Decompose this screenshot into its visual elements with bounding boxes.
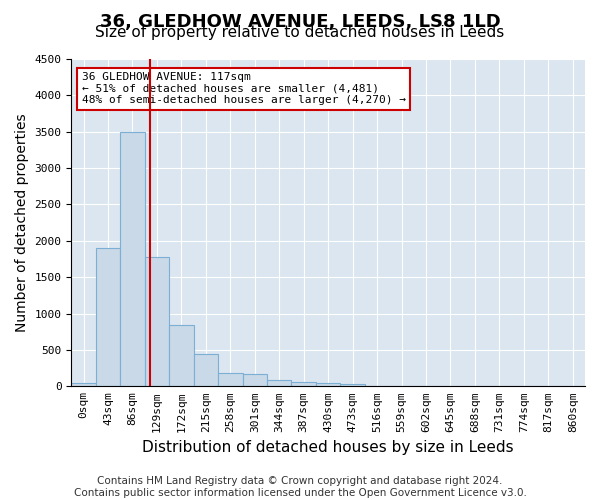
Bar <box>316 384 340 386</box>
Bar <box>120 132 145 386</box>
Bar <box>145 257 169 386</box>
Bar <box>340 384 365 386</box>
Text: 36, GLEDHOW AVENUE, LEEDS, LS8 1LD: 36, GLEDHOW AVENUE, LEEDS, LS8 1LD <box>100 12 500 30</box>
Text: Size of property relative to detached houses in Leeds: Size of property relative to detached ho… <box>95 25 505 40</box>
Bar <box>292 382 316 386</box>
Bar <box>71 384 96 386</box>
Bar <box>218 373 242 386</box>
Bar <box>242 374 267 386</box>
X-axis label: Distribution of detached houses by size in Leeds: Distribution of detached houses by size … <box>142 440 514 455</box>
Bar <box>194 354 218 386</box>
Bar <box>96 248 120 386</box>
Bar <box>267 380 292 386</box>
Text: Contains HM Land Registry data © Crown copyright and database right 2024.
Contai: Contains HM Land Registry data © Crown c… <box>74 476 526 498</box>
Bar <box>169 325 194 386</box>
Y-axis label: Number of detached properties: Number of detached properties <box>15 114 29 332</box>
Text: 36 GLEDHOW AVENUE: 117sqm
← 51% of detached houses are smaller (4,481)
48% of se: 36 GLEDHOW AVENUE: 117sqm ← 51% of detac… <box>82 72 406 106</box>
